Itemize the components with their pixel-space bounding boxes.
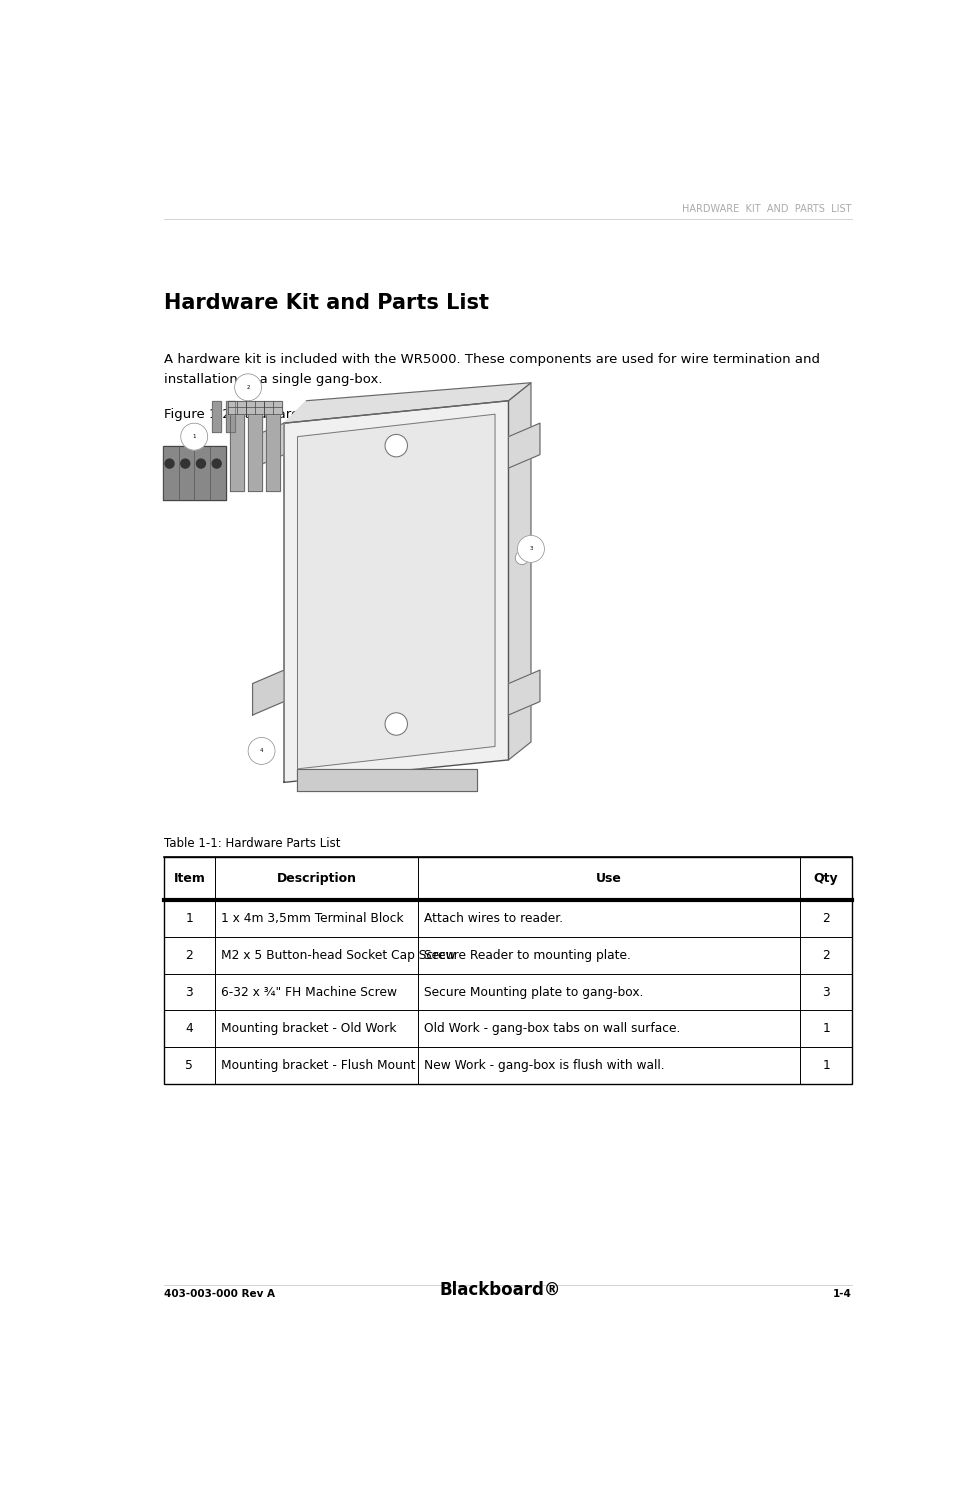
Polygon shape bbox=[508, 670, 540, 716]
Circle shape bbox=[165, 460, 174, 469]
Text: 403-003-000 Rev A: 403-003-000 Rev A bbox=[164, 1289, 274, 1299]
Text: 1: 1 bbox=[185, 912, 193, 926]
Text: 3: 3 bbox=[822, 985, 830, 998]
Text: 1 x 4m 3,5mm Terminal Block: 1 x 4m 3,5mm Terminal Block bbox=[221, 912, 403, 926]
Text: Qty: Qty bbox=[814, 872, 838, 885]
Text: Use: Use bbox=[596, 872, 623, 885]
Polygon shape bbox=[284, 400, 508, 783]
Bar bbox=[164, 857, 852, 1083]
Text: A hardware kit is included with the WR5000. These components are used for wire t: A hardware kit is included with the WR50… bbox=[164, 353, 820, 366]
Text: Secure Mounting plate to gang-box.: Secure Mounting plate to gang-box. bbox=[424, 985, 643, 998]
Circle shape bbox=[517, 536, 545, 562]
Circle shape bbox=[234, 373, 262, 400]
Polygon shape bbox=[230, 409, 244, 491]
Text: Attach wires to reader.: Attach wires to reader. bbox=[424, 912, 563, 926]
Text: Old Work - gang-box tabs on wall surface.: Old Work - gang-box tabs on wall surface… bbox=[424, 1022, 680, 1036]
Text: 1: 1 bbox=[822, 1022, 830, 1036]
Text: Hardware Kit and Parts List: Hardware Kit and Parts List bbox=[164, 293, 489, 312]
Circle shape bbox=[196, 460, 206, 469]
Polygon shape bbox=[246, 400, 264, 414]
Polygon shape bbox=[163, 445, 225, 500]
Text: Blackboard®: Blackboard® bbox=[439, 1281, 561, 1299]
Text: 6-32 x ¾" FH Machine Screw: 6-32 x ¾" FH Machine Screw bbox=[221, 985, 396, 998]
Text: 4: 4 bbox=[260, 748, 264, 753]
Text: 3: 3 bbox=[529, 546, 533, 552]
Text: 1-4: 1-4 bbox=[834, 1289, 852, 1299]
Text: 3: 3 bbox=[185, 985, 193, 998]
Text: Mounting bracket - Flush Mount: Mounting bracket - Flush Mount bbox=[221, 1059, 415, 1071]
Text: HARDWARE  KIT  AND  PARTS  LIST: HARDWARE KIT AND PARTS LIST bbox=[682, 204, 852, 214]
Text: 5: 5 bbox=[185, 1059, 193, 1071]
Text: Secure Reader to mounting plate.: Secure Reader to mounting plate. bbox=[424, 949, 630, 961]
Text: New Work - gang-box is flush with wall.: New Work - gang-box is flush with wall. bbox=[424, 1059, 665, 1071]
Text: 1: 1 bbox=[192, 434, 196, 439]
Polygon shape bbox=[508, 423, 540, 469]
Polygon shape bbox=[253, 670, 284, 716]
Text: Figure 1-2 Hardware Kit: Figure 1-2 Hardware Kit bbox=[164, 408, 321, 421]
Text: Table 1-1: Hardware Parts List: Table 1-1: Hardware Parts List bbox=[164, 838, 340, 850]
Circle shape bbox=[386, 713, 408, 735]
Circle shape bbox=[248, 738, 275, 765]
Circle shape bbox=[515, 551, 529, 564]
Polygon shape bbox=[253, 423, 284, 469]
Circle shape bbox=[386, 434, 408, 457]
Circle shape bbox=[212, 460, 222, 469]
Text: Item: Item bbox=[174, 872, 205, 885]
Polygon shape bbox=[298, 769, 477, 792]
Text: 2: 2 bbox=[822, 949, 830, 961]
Polygon shape bbox=[248, 409, 262, 491]
Polygon shape bbox=[264, 400, 282, 414]
Circle shape bbox=[181, 460, 189, 469]
Polygon shape bbox=[298, 414, 495, 769]
Polygon shape bbox=[225, 400, 234, 432]
Text: M2 x 5 Button-head Socket Cap Screw: M2 x 5 Button-head Socket Cap Screw bbox=[221, 949, 455, 961]
Text: 1: 1 bbox=[822, 1059, 830, 1071]
Polygon shape bbox=[266, 409, 279, 491]
Polygon shape bbox=[228, 400, 246, 414]
Text: 2: 2 bbox=[185, 949, 193, 961]
Polygon shape bbox=[284, 382, 531, 423]
Polygon shape bbox=[508, 382, 531, 760]
Text: Description: Description bbox=[277, 872, 357, 885]
Text: Mounting bracket - Old Work: Mounting bracket - Old Work bbox=[221, 1022, 396, 1036]
Text: 4: 4 bbox=[185, 1022, 193, 1036]
Circle shape bbox=[181, 423, 208, 451]
Text: 2: 2 bbox=[822, 912, 830, 926]
Text: 2: 2 bbox=[246, 385, 250, 390]
Polygon shape bbox=[212, 400, 222, 432]
Text: installation to a single gang-box.: installation to a single gang-box. bbox=[164, 373, 382, 387]
